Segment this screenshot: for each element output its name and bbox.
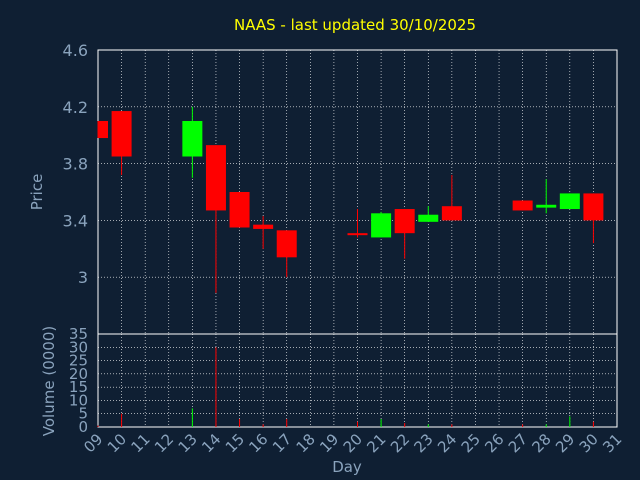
- price-tick-label: 3.8: [63, 155, 88, 174]
- candle-body: [98, 121, 108, 139]
- x-tick-label: 28: [528, 430, 554, 456]
- candle-body: [229, 192, 250, 228]
- x-tick-label: 30: [576, 430, 602, 456]
- candle-body: [253, 224, 274, 229]
- y-axis-label: Price: [28, 174, 46, 211]
- x-tick-label: 26: [481, 430, 507, 456]
- price-tick-label: 3.4: [63, 211, 88, 230]
- candle-body: [347, 233, 368, 236]
- candle-body: [182, 121, 203, 157]
- x-tick-label: 18: [293, 430, 319, 456]
- chart-title: NAAS - last updated 30/10/2025: [234, 16, 476, 34]
- x-axis-label: Day: [332, 458, 362, 476]
- x-tick-label: 20: [340, 430, 366, 456]
- x-tick-label: 25: [458, 430, 484, 456]
- volume-axis-label: Volume (0000): [40, 326, 58, 436]
- volume-tick-label: 10: [69, 391, 88, 409]
- candle-body: [559, 193, 580, 210]
- volume-tick-label: 35: [69, 325, 88, 343]
- x-tick-label: 17: [269, 430, 295, 456]
- x-tick-label: 24: [434, 430, 460, 456]
- price-panel: 4.6 4.2 3.8 3.4 3: [63, 41, 618, 335]
- x-tick-label: 15: [222, 430, 248, 456]
- volume-tick-label: 30: [69, 338, 88, 356]
- volume-tick-label: 5: [78, 405, 88, 423]
- x-tick-label: 27: [505, 430, 531, 456]
- candle-body: [536, 204, 557, 208]
- x-tick-label: 12: [151, 430, 177, 456]
- candle-body: [512, 200, 533, 211]
- x-tick-label: 11: [127, 430, 153, 456]
- x-tick-label: 16: [245, 430, 271, 456]
- x-tick-label: 13: [175, 430, 201, 456]
- volume-tick-label: 25: [69, 352, 88, 370]
- candle-body: [394, 209, 415, 234]
- x-tick-label: 21: [363, 430, 389, 456]
- x-tick-label: 29: [552, 430, 578, 456]
- x-tick-label: 31: [599, 430, 625, 456]
- candle-body: [441, 206, 462, 221]
- price-tick-label: 3: [78, 268, 88, 287]
- candle-body: [276, 230, 297, 258]
- price-tick-label: 4.6: [63, 41, 88, 60]
- candle-body: [583, 193, 604, 221]
- x-tick-label: 23: [411, 430, 437, 456]
- volume-tick-label: 15: [69, 378, 88, 396]
- candle-body: [205, 145, 226, 211]
- volume-panel: 0910111213141516171819202122232425262728…: [69, 325, 626, 456]
- candle-body: [111, 111, 132, 157]
- x-tick-label: 22: [387, 430, 413, 456]
- x-tick-label: 10: [104, 430, 130, 456]
- price-tick-label: 4.2: [63, 98, 88, 117]
- volume-plot-frame: [97, 333, 618, 428]
- volume-tick-label: 20: [69, 365, 88, 383]
- x-tick-label: 19: [316, 430, 342, 456]
- volume-tick-label: 0: [78, 418, 88, 436]
- candle-body: [371, 213, 392, 238]
- candle-body: [418, 214, 439, 222]
- x-tick-label: 14: [198, 430, 224, 456]
